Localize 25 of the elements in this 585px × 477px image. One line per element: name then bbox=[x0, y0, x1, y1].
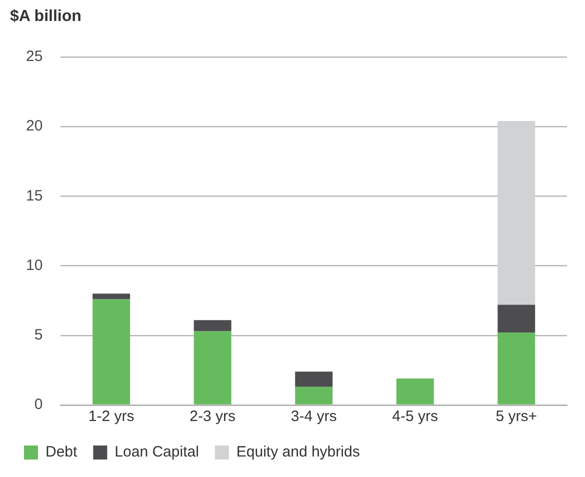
y-tick-label: 5 bbox=[34, 326, 43, 344]
x-tick-label: 3-4 yrs bbox=[290, 408, 337, 426]
bar bbox=[396, 378, 434, 404]
y-tick-label: 10 bbox=[26, 256, 43, 274]
bar bbox=[498, 121, 536, 305]
bar bbox=[92, 299, 130, 404]
x-tick-label: 1-2 yrs bbox=[88, 408, 134, 426]
bar bbox=[92, 294, 130, 300]
x-tick-label: 2-3 yrs bbox=[190, 408, 236, 426]
y-tick-label: 25 bbox=[26, 48, 43, 66]
bar bbox=[194, 331, 232, 404]
legend-label: Loan Capital bbox=[114, 444, 199, 461]
y-tick-label: 20 bbox=[26, 118, 43, 135]
y-tick-label: 15 bbox=[26, 187, 43, 204]
bar bbox=[295, 372, 333, 387]
legend-label: Equity and hybrids bbox=[236, 444, 360, 461]
y-tick-label: 0 bbox=[34, 396, 43, 414]
y-axis-title: $A billion bbox=[10, 8, 82, 27]
legend-label: Debt bbox=[46, 444, 78, 461]
bar bbox=[194, 320, 232, 332]
bar bbox=[295, 386, 333, 404]
x-tick-label: 4-5 yrs bbox=[392, 408, 438, 426]
x-tick-label: 5 yrs+ bbox=[496, 408, 538, 426]
bar bbox=[498, 332, 536, 404]
bar bbox=[498, 304, 536, 333]
